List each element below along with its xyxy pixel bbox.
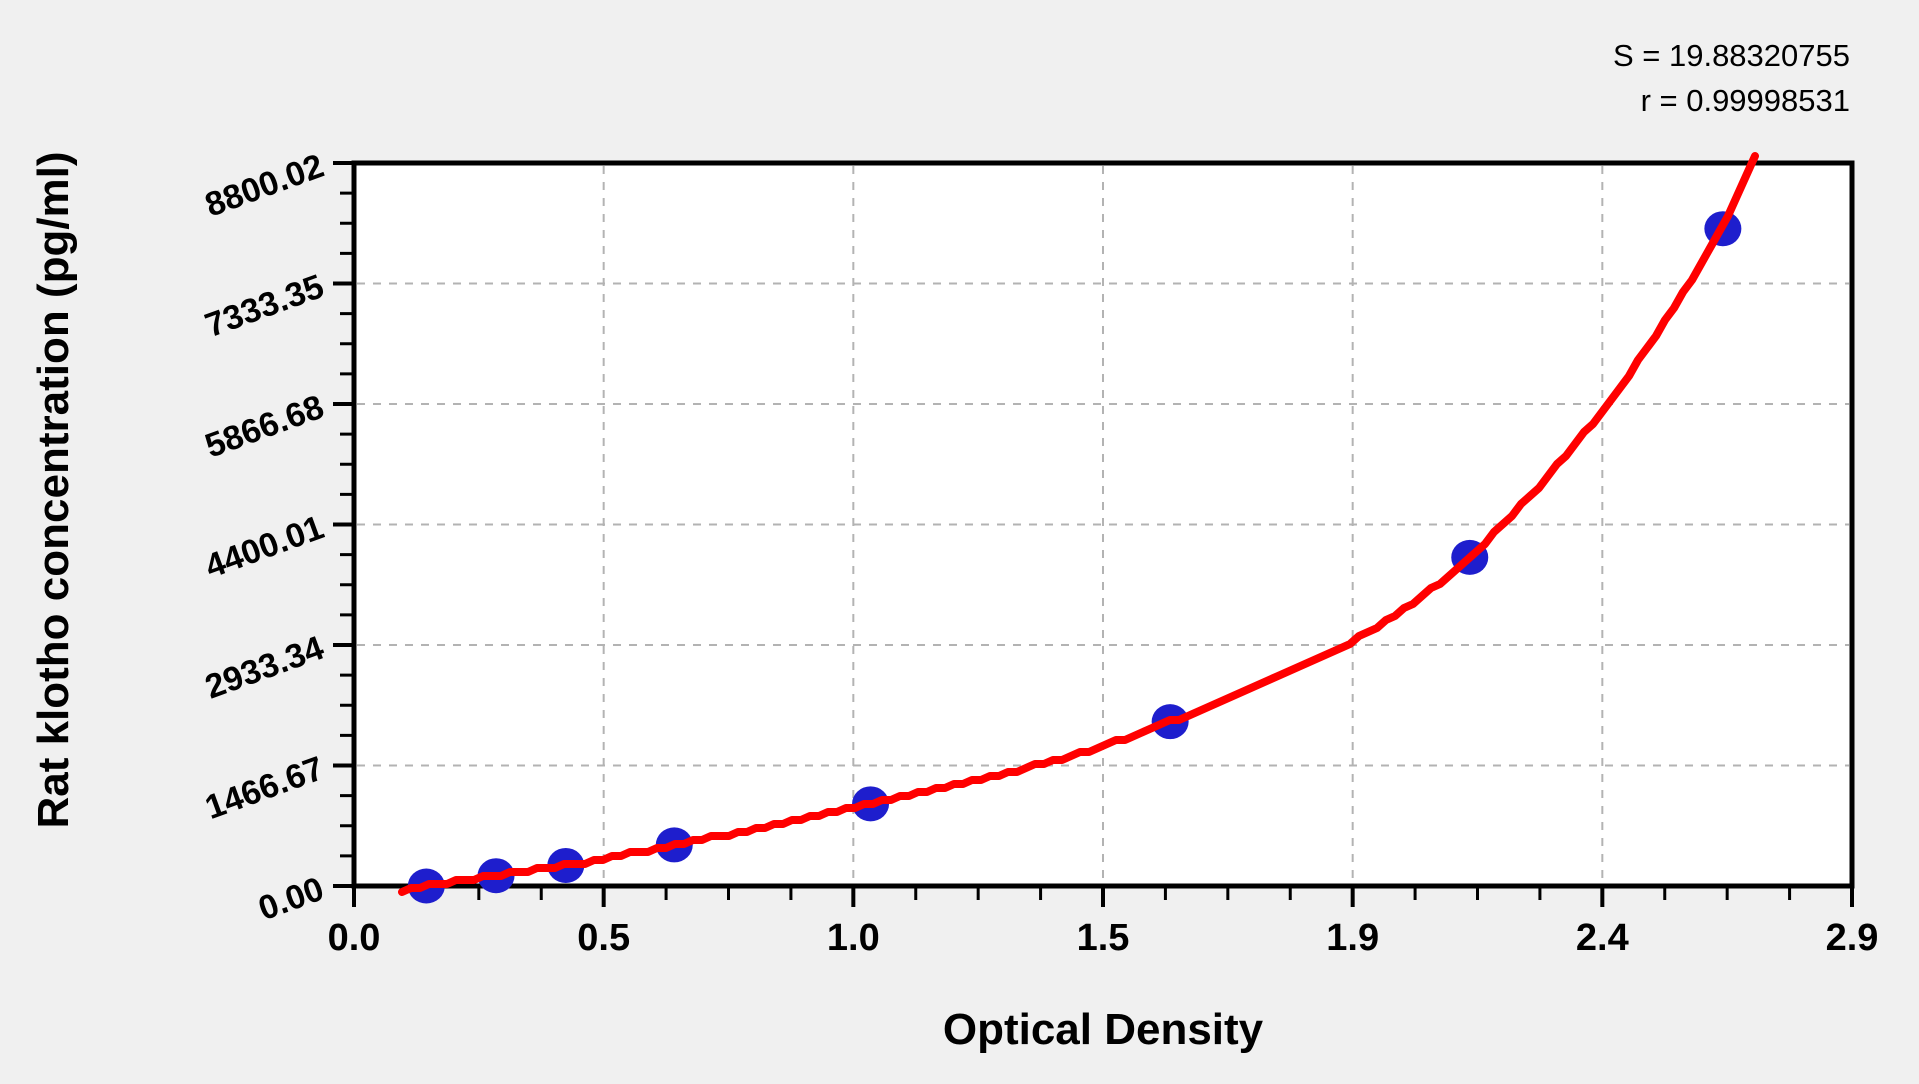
fit-curve-line [398,152,1759,896]
x-tick-label: 1.9 [1326,917,1379,959]
x-axis-title: Optical Density [943,1005,1264,1054]
y-axis-title: Rat klotho concentration (pg/ml) [29,151,78,828]
x-tick-label: 2.4 [1576,917,1629,959]
x-tick-label: 1.0 [827,917,880,959]
x-tick-label: 1.5 [1077,917,1130,959]
gridlines [357,166,1849,883]
x-tick-label: 2.9 [1826,917,1879,959]
axis-ticks [333,161,1854,907]
x-tick-label: 0.5 [577,917,630,959]
stats-s-value: S = 19.88320755 [1613,38,1850,73]
stats-r-value: r = 0.99998531 [1641,83,1850,118]
x-tick-label: 0.0 [328,917,381,959]
